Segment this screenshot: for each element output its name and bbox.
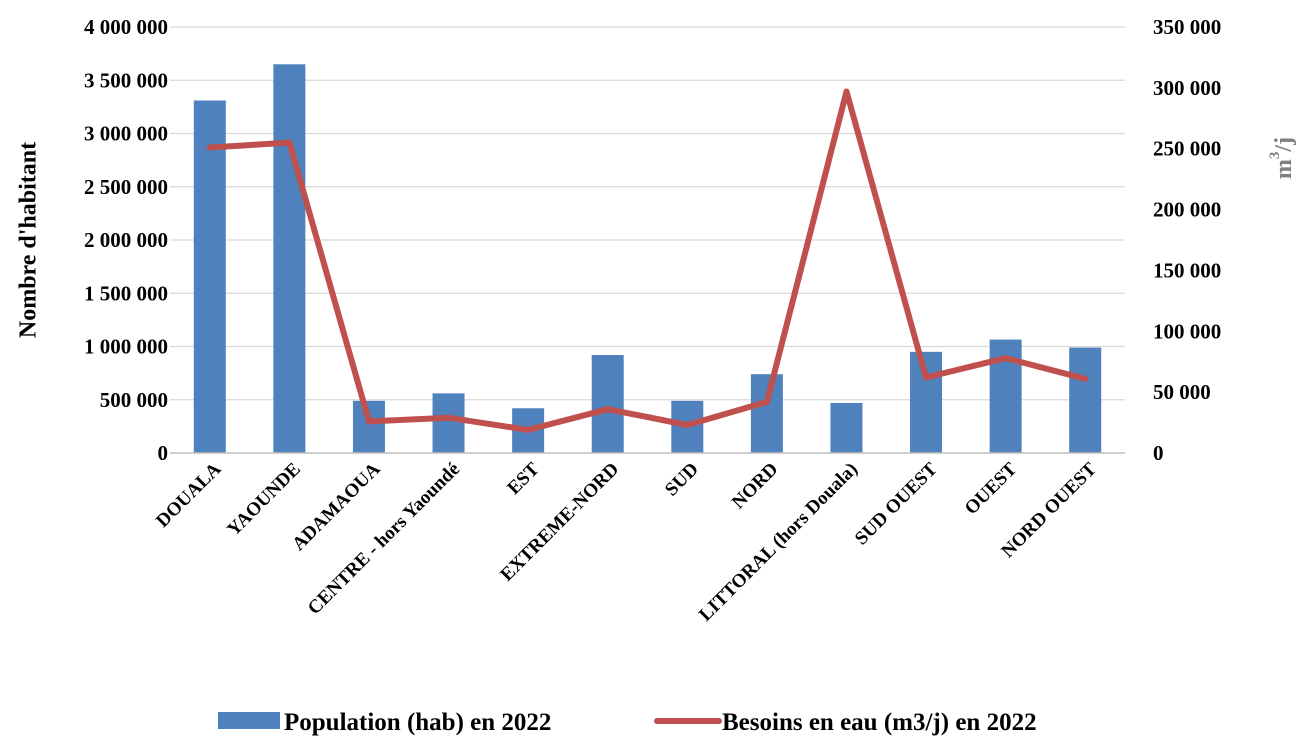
category-label: OUEST [961, 458, 1022, 519]
line-point [1082, 375, 1089, 382]
category-label: DOUALA [152, 458, 225, 531]
left-tick-label: 1 000 000 [84, 335, 168, 359]
left-tick-label: 500 000 [100, 388, 168, 412]
right-tick-label: 250 000 [1153, 137, 1221, 161]
line-point [604, 406, 611, 413]
category-label: NORD [728, 459, 782, 513]
category-label: EST [503, 458, 543, 498]
bar [830, 402, 863, 453]
line-point [365, 418, 372, 425]
line-point [525, 426, 532, 433]
bar [750, 374, 783, 453]
left-axis-title: Nombre d'habitant [16, 142, 42, 338]
right-tick-label: 200 000 [1153, 198, 1221, 222]
left-tick-label: 2 000 000 [84, 228, 168, 252]
right-tick-label: 350 000 [1153, 15, 1221, 39]
line-point [763, 398, 770, 405]
line-point [684, 422, 691, 429]
right-axis-title-sup: 3 [1267, 152, 1283, 160]
right-axis-title-base: m [1271, 159, 1297, 179]
left-tick-label: 4 000 000 [84, 15, 168, 39]
line-point [286, 139, 293, 146]
right-axis-title: m3/j [1267, 137, 1296, 179]
bar [591, 355, 624, 453]
bar [432, 393, 465, 453]
right-axis-title-tail: /j [1271, 137, 1297, 153]
left-tick-label: 3 000 000 [84, 122, 168, 146]
legend: Population (hab) en 2022 Besoins en eau … [218, 709, 1037, 736]
legend-label-population: Population (hab) en 2022 [284, 709, 551, 736]
category-label: SUD OUEST [851, 458, 942, 549]
bar [193, 100, 226, 454]
legend-swatch-population [218, 712, 280, 729]
category-label: SUD [661, 459, 703, 501]
legend-label-water: Besoins en eau (m3/j) en 2022 [722, 709, 1037, 736]
bar [1069, 347, 1102, 453]
gridlines [170, 26, 1125, 401]
left-tick-label: 0 [158, 441, 169, 465]
bar [352, 400, 385, 453]
line-series [206, 88, 1089, 433]
left-axis-ticks: 0 500 000 1 000 000 1 500 000 2 000 000 2 500… [84, 15, 168, 465]
left-tick-label: 1 500 000 [84, 281, 168, 305]
line-point [206, 144, 213, 151]
right-tick-label: 0 [1153, 441, 1164, 465]
line-point [923, 374, 930, 381]
water-demand-line [206, 88, 1089, 433]
bar [273, 64, 306, 454]
right-tick-label: 150 000 [1153, 258, 1221, 282]
right-tick-label: 100 000 [1153, 319, 1221, 343]
population-bars [193, 64, 1102, 454]
line-point [843, 88, 850, 95]
right-tick-label: 300 000 [1153, 76, 1221, 100]
left-tick-label: 3 500 000 [84, 68, 168, 92]
right-axis-ticks: 0 50 000 100 000 150 000 200 000 250 000 300 0… [1153, 15, 1221, 465]
category-label: LITTORAL (hors Douala) [695, 459, 862, 626]
category-label: CENTRE - hors Yaoundé [304, 459, 464, 619]
left-tick-label: 2 500 000 [84, 175, 168, 199]
right-tick-label: 50 000 [1153, 380, 1211, 404]
line-point [1002, 355, 1009, 362]
line-point [445, 414, 452, 421]
category-label: YAOUNDE [223, 459, 305, 541]
